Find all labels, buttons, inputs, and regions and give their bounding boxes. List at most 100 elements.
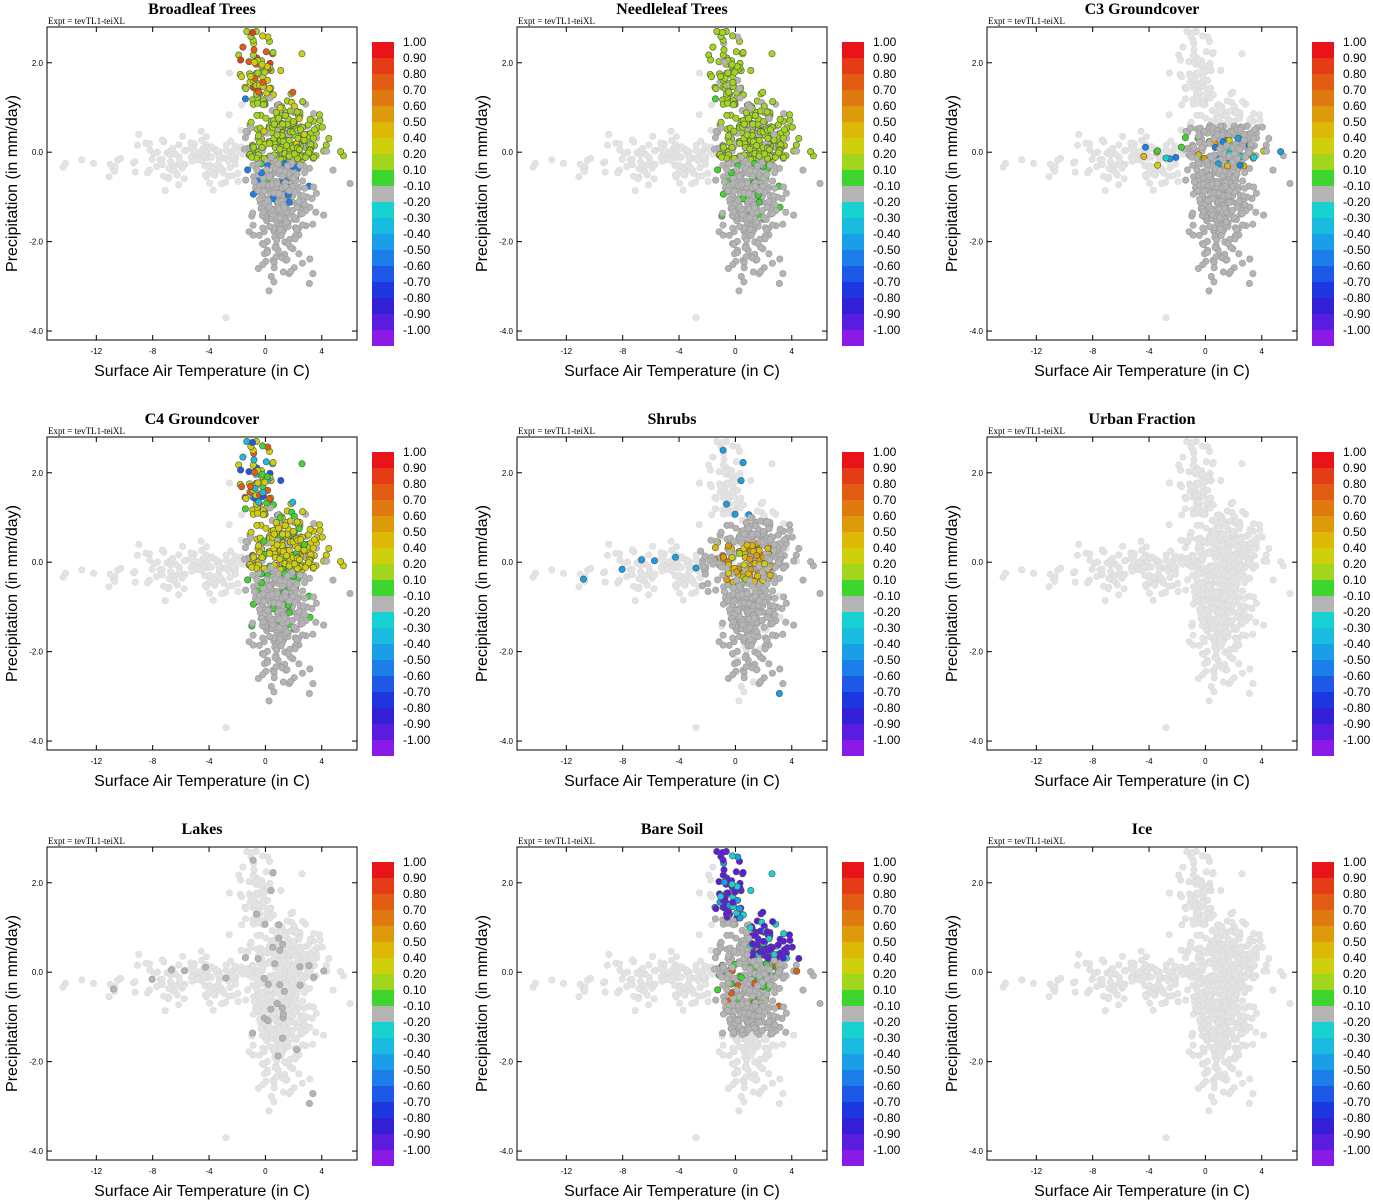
scatter-point xyxy=(224,157,232,165)
scatter-point xyxy=(712,586,720,594)
colorbar-swatch xyxy=(1312,186,1334,202)
scatter-point xyxy=(310,520,318,528)
colorbar-swatch xyxy=(842,154,864,170)
scatter-point xyxy=(131,578,139,586)
scatter-point xyxy=(131,568,139,576)
scatter-point xyxy=(687,574,695,582)
scatter-point xyxy=(677,563,685,571)
scatter-points xyxy=(59,437,354,732)
y-tick-label: 0.0 xyxy=(32,148,44,157)
scatter-point xyxy=(259,224,267,232)
colorbar-label: -0.90 xyxy=(1343,307,1371,321)
scatter-point xyxy=(650,175,658,183)
colorbar-swatch xyxy=(842,202,864,218)
scatter-point xyxy=(249,190,257,198)
colorbar-label: 0.70 xyxy=(873,493,897,507)
scatter-point xyxy=(259,78,267,86)
scatter-point xyxy=(1181,134,1189,142)
scatter-point xyxy=(293,170,301,178)
scatter-point xyxy=(605,540,613,548)
scatter-point xyxy=(729,78,737,86)
scatter-point xyxy=(760,623,768,631)
scatter-point xyxy=(720,46,728,54)
colorbar-label: -0.60 xyxy=(403,259,431,273)
scatter-point xyxy=(724,69,732,77)
scatter-point xyxy=(1204,197,1212,205)
scatter-point xyxy=(737,477,745,485)
scatter-point xyxy=(1241,184,1249,192)
scatter-point xyxy=(262,524,270,532)
scatter-point xyxy=(1216,577,1224,585)
scatter-points xyxy=(999,437,1294,732)
scatter-point xyxy=(746,555,754,563)
scatter-point xyxy=(779,270,787,278)
scatter-point xyxy=(312,208,320,216)
scatter-point xyxy=(746,577,754,585)
scatter-point xyxy=(780,536,788,544)
scatter-point xyxy=(202,172,210,180)
scatter-point xyxy=(1277,148,1285,156)
scatter-point xyxy=(250,468,258,476)
scatter-point xyxy=(720,468,728,476)
scatter-point xyxy=(531,159,539,167)
scatter-point xyxy=(788,123,796,131)
colorbar-swatch xyxy=(842,250,864,266)
scatter-point xyxy=(771,579,779,587)
scatter-point xyxy=(531,569,539,577)
colorbar-label: -0.50 xyxy=(403,243,431,257)
scatter-point xyxy=(763,636,771,644)
scatter-point xyxy=(1113,171,1121,179)
scatter-point xyxy=(792,141,800,149)
scatter-point xyxy=(730,241,738,249)
scatter-point xyxy=(740,120,748,128)
scatter-point xyxy=(679,596,687,604)
colorbar-label: -0.20 xyxy=(873,195,901,209)
colorbar-label: -0.90 xyxy=(403,717,431,731)
scatter-point xyxy=(792,551,800,559)
scatter-point xyxy=(701,552,709,560)
scatter-point xyxy=(301,169,309,177)
scatter-point xyxy=(658,567,666,575)
x-tick-label: 4 xyxy=(320,757,325,766)
scatter-point xyxy=(719,641,727,649)
colorbar-swatch xyxy=(372,724,394,740)
scatter-point xyxy=(188,157,196,165)
scatter-point xyxy=(270,688,278,696)
scatter-point xyxy=(1205,287,1213,295)
scatter-point xyxy=(337,148,345,156)
scatter-point xyxy=(226,69,234,77)
colorbar-label: 0.10 xyxy=(403,573,427,587)
panel-title: C4 Groundcover xyxy=(145,411,260,428)
scatter-point xyxy=(176,568,184,576)
scatter-point xyxy=(272,253,280,261)
scatter-point xyxy=(1195,498,1203,506)
scatter-point xyxy=(766,571,774,579)
scatter-point xyxy=(710,145,718,153)
scatter-point xyxy=(1201,478,1209,486)
scatter-point xyxy=(262,458,270,466)
scatter-point xyxy=(1250,110,1258,118)
scatter-point xyxy=(1216,214,1224,222)
scatter-point xyxy=(735,85,743,93)
scatter-point xyxy=(548,566,556,574)
scatter-point xyxy=(699,562,707,570)
scatter-point xyxy=(768,460,776,468)
scatter-point xyxy=(1223,218,1231,226)
scatter-point xyxy=(769,177,777,185)
scatter-point xyxy=(780,593,788,601)
scatter-point xyxy=(692,141,700,149)
scatter-point xyxy=(735,494,743,502)
scatter-point xyxy=(134,141,142,149)
scatter-point xyxy=(630,172,638,180)
scatter-point xyxy=(150,560,158,568)
scatter-point xyxy=(646,568,654,576)
scatter-point xyxy=(325,544,333,552)
scatter-point xyxy=(730,537,738,545)
scatter-point xyxy=(732,458,740,466)
scatter-point xyxy=(635,165,643,173)
scatter-point xyxy=(668,567,676,575)
scatter-point xyxy=(733,658,741,666)
scatter-point xyxy=(295,608,303,616)
experiment-label: Expt = tevTL1-teiXL xyxy=(48,16,125,26)
scatter-point xyxy=(1217,476,1225,484)
